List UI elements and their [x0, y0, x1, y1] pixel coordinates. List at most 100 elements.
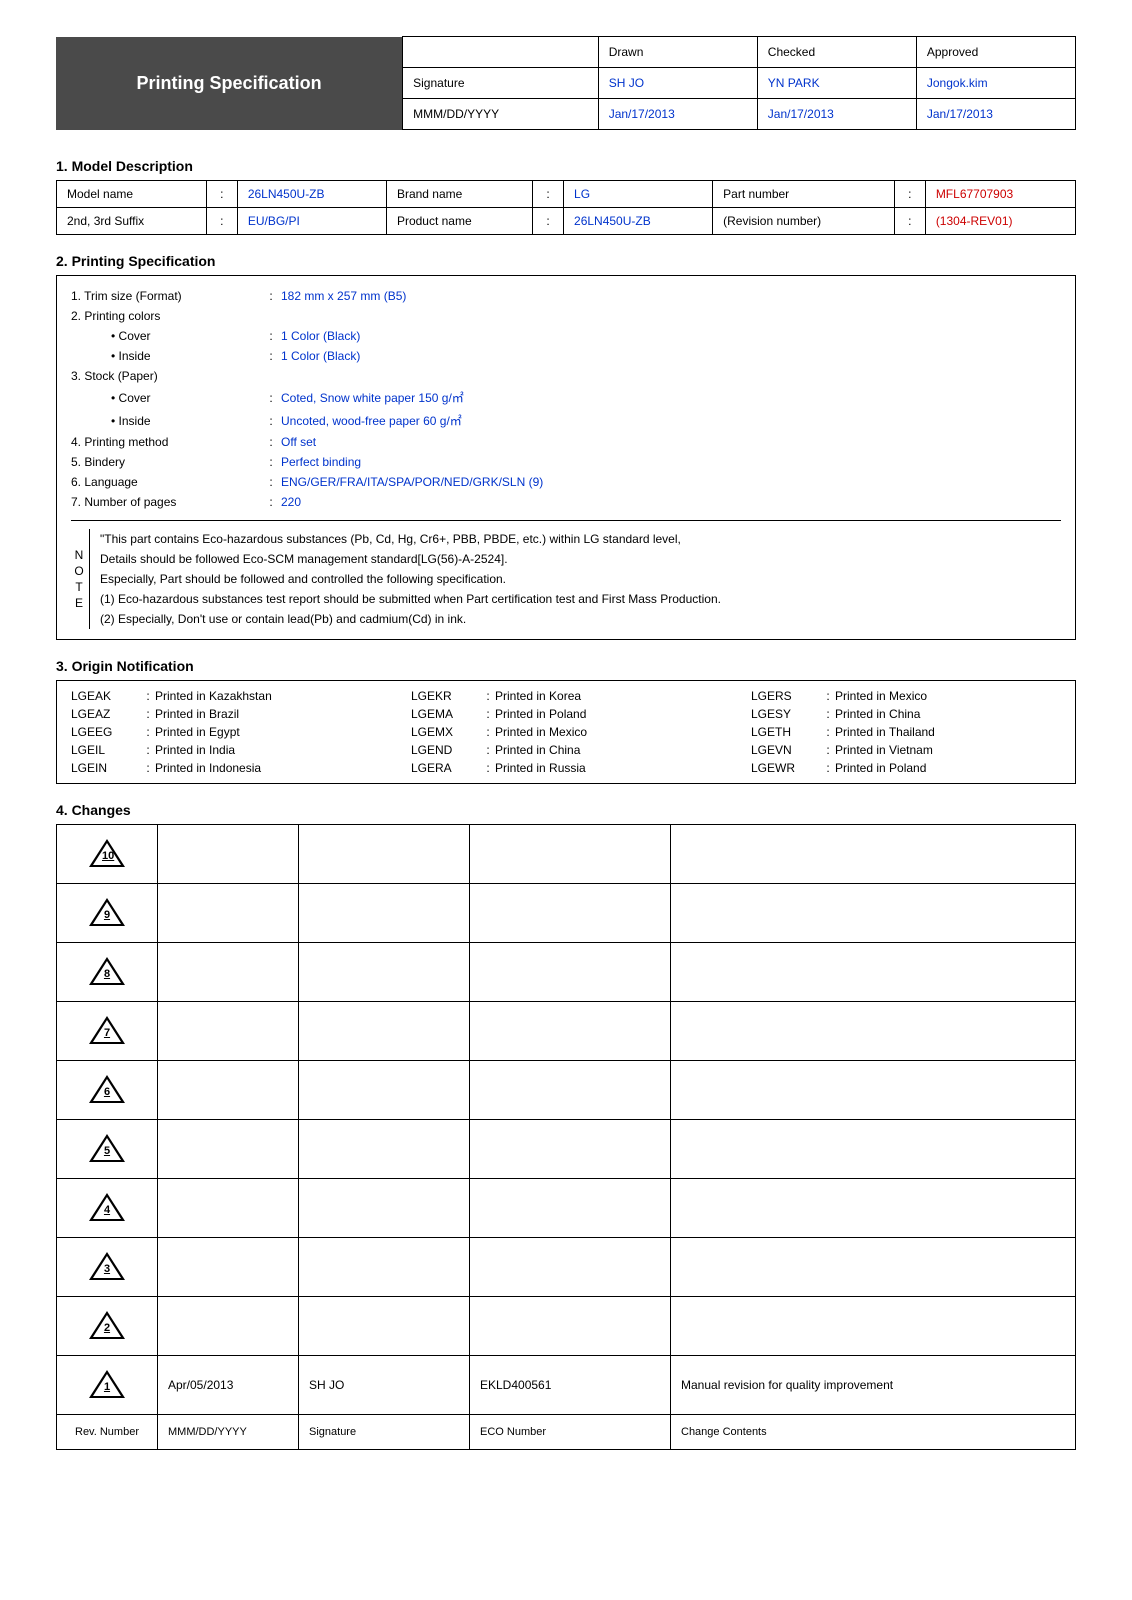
sec1-title: 1. Model Description [56, 158, 1076, 174]
spec-row: • Cover:1 Color (Black) [71, 326, 1061, 346]
m-r1-v3: MFL67707903 [925, 181, 1075, 208]
spec-row: 1. Trim size (Format):182 mm x 257 mm (B… [71, 286, 1061, 306]
note-line: (2) Especially, Don't use or contain lea… [100, 609, 721, 629]
spec-value: Perfect binding [281, 455, 1061, 469]
change-row: 8 [57, 943, 1076, 1002]
m-r2-v2: 26LN450U-ZB [564, 208, 713, 235]
spec-label: 3. Stock (Paper) [71, 369, 261, 383]
origin-item: LGEWR:Printed in Poland [751, 761, 1061, 775]
rev-triangle: 10 [89, 839, 125, 867]
spec-label: 1. Trim size (Format) [71, 289, 261, 303]
rev-triangle: 1 [89, 1370, 125, 1398]
sec2-title: 2. Printing Specification [56, 253, 1076, 269]
m-r2-v3: (1304-REV01) [925, 208, 1075, 235]
spec-label: 2. Printing colors [71, 309, 261, 323]
origin-item: LGEMX:Printed in Mexico [411, 725, 721, 739]
spec-value: 1 Color (Black) [281, 349, 1061, 363]
change-row: 3 [57, 1238, 1076, 1297]
date-label: MMM/DD/YYYY [403, 99, 599, 130]
sig-approved: Jongok.kim [916, 68, 1075, 99]
date-drawn: Jan/17/2013 [598, 99, 757, 130]
rev-triangle: 9 [89, 898, 125, 926]
spec-box: 1. Trim size (Format):182 mm x 257 mm (B… [56, 275, 1076, 640]
hdr-approved: Approved [916, 37, 1075, 68]
changes-table: 10 9 8 7 6 5 4 3 2 1Apr/05/2013SH JOEKLD400561Man… [56, 824, 1076, 1450]
spec-label: • Inside [71, 414, 261, 428]
change-row: 4 [57, 1179, 1076, 1238]
spec-row: 3. Stock (Paper) [71, 366, 1061, 386]
origin-item: LGEAZ:Printed in Brazil [71, 707, 381, 721]
note-side: NOTE [71, 529, 90, 629]
m-r2-k3: (Revision number) [713, 208, 895, 235]
m-r2-k2: Product name [386, 208, 532, 235]
hdr-blank [403, 37, 599, 68]
rev-triangle: 4 [89, 1193, 125, 1221]
rev-triangle: 2 [89, 1311, 125, 1339]
spec-label: 4. Printing method [71, 435, 261, 449]
change-row: 10 [57, 825, 1076, 884]
note-line: Especially, Part should be followed and … [100, 569, 721, 589]
spec-row: • Inside:Uncoted, wood-free paper 60 g/㎡ [71, 409, 1061, 432]
m-r1-v2: LG [564, 181, 713, 208]
change-footer: Rev. NumberMMM/DD/YYYYSignatureECO Numbe… [57, 1415, 1076, 1450]
hdr-checked: Checked [757, 37, 916, 68]
rev-triangle: 5 [89, 1134, 125, 1162]
change-row: 5 [57, 1120, 1076, 1179]
spec-value: 1 Color (Black) [281, 329, 1061, 343]
rev-triangle: 8 [89, 957, 125, 985]
spec-value: Coted, Snow white paper 150 g/㎡ [281, 389, 1061, 406]
spec-value: ENG/GER/FRA/ITA/SPA/POR/NED/GRK/SLN (9) [281, 475, 1061, 489]
note-line: (1) Eco-hazardous substances test report… [100, 589, 721, 609]
change-row: 7 [57, 1002, 1076, 1061]
note-line: "This part contains Eco-hazardous substa… [100, 529, 721, 549]
spec-row: 4. Printing method:Off set [71, 432, 1061, 452]
date-checked: Jan/17/2013 [757, 99, 916, 130]
spec-row: 7. Number of pages:220 [71, 492, 1061, 512]
sig-label: Signature [403, 68, 599, 99]
origin-item: LGEVN:Printed in Vietnam [751, 743, 1061, 757]
origin-item: LGERS:Printed in Mexico [751, 689, 1061, 703]
m-r1-k1: Model name [57, 181, 207, 208]
spec-label: 6. Language [71, 475, 261, 489]
note-lines: "This part contains Eco-hazardous substa… [100, 529, 721, 629]
change-row: 9 [57, 884, 1076, 943]
spec-label: • Cover [71, 329, 261, 343]
sec3-title: 3. Origin Notification [56, 658, 1076, 674]
spec-value: 182 mm x 257 mm (B5) [281, 289, 1061, 303]
spec-value: Uncoted, wood-free paper 60 g/㎡ [281, 412, 1061, 429]
sig-drawn: SH JO [598, 68, 757, 99]
rev-triangle: 3 [89, 1252, 125, 1280]
header-table: Printing Specification Drawn Checked App… [56, 36, 1076, 130]
origin-item: LGEIN:Printed in Indonesia [71, 761, 381, 775]
origin-item: LGEEG:Printed in Egypt [71, 725, 381, 739]
change-row: 6 [57, 1061, 1076, 1120]
spec-value: Off set [281, 435, 1061, 449]
origin-item: LGESY:Printed in China [751, 707, 1061, 721]
m-r1-k3: Part number [713, 181, 895, 208]
change-row: 2 [57, 1297, 1076, 1356]
origin-item: LGEKR:Printed in Korea [411, 689, 721, 703]
m-r1-v1: 26LN450U-ZB [237, 181, 386, 208]
rev-triangle: 6 [89, 1075, 125, 1103]
model-table: Model name : 26LN450U-ZB Brand name : LG… [56, 180, 1076, 235]
spec-label: • Cover [71, 391, 261, 405]
doc-title: Printing Specification [56, 37, 403, 130]
spec-row: 2. Printing colors [71, 306, 1061, 326]
change-row: 1Apr/05/2013SH JOEKLD400561Manual revisi… [57, 1356, 1076, 1415]
sig-checked: YN PARK [757, 68, 916, 99]
origin-item: LGEIL:Printed in India [71, 743, 381, 757]
m-r2-k1: 2nd, 3rd Suffix [57, 208, 207, 235]
origin-box: LGEAK:Printed in KazakhstanLGEKR:Printed… [56, 680, 1076, 784]
origin-item: LGERA:Printed in Russia [411, 761, 721, 775]
spec-row: • Inside:1 Color (Black) [71, 346, 1061, 366]
hdr-drawn: Drawn [598, 37, 757, 68]
date-approved: Jan/17/2013 [916, 99, 1075, 130]
origin-item: LGEND:Printed in China [411, 743, 721, 757]
origin-item: LGEMA:Printed in Poland [411, 707, 721, 721]
note-line: Details should be followed Eco-SCM manag… [100, 549, 721, 569]
origin-item: LGETH:Printed in Thailand [751, 725, 1061, 739]
spec-label: 7. Number of pages [71, 495, 261, 509]
spec-value: 220 [281, 495, 1061, 509]
sec4-title: 4. Changes [56, 802, 1076, 818]
spec-row: 5. Bindery:Perfect binding [71, 452, 1061, 472]
